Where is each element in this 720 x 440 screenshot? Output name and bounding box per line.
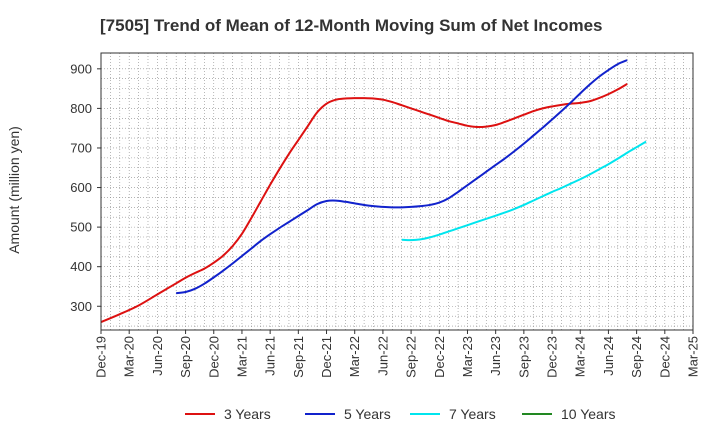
x-tick-label: Mar-24 <box>573 336 588 377</box>
x-tick-label: Sep-20 <box>178 336 193 378</box>
y-axis-ticks: 300 400 500 600 700 800 900 <box>70 61 101 314</box>
y-tick-label: 500 <box>70 220 92 235</box>
legend-label-3-years: 3 Years <box>224 406 271 422</box>
series-layer <box>100 59 647 324</box>
legend-label-10-years: 10 Years <box>561 406 616 422</box>
y-tick-label: 700 <box>70 140 92 155</box>
x-tick-label: Jun-21 <box>263 336 278 376</box>
x-tick-label: Dec-23 <box>545 336 560 378</box>
series-line-3-years <box>100 83 628 324</box>
legend: 3 Years 5 Years 7 Years 10 Years <box>185 406 616 422</box>
x-tick-label: Dec-22 <box>432 336 447 378</box>
plot-frame <box>100 52 694 331</box>
x-tick-label: Sep-24 <box>629 336 644 378</box>
x-axis-ticks: Dec-19 Mar-20 Jun-20 Sep-20 Dec-20 Mar-21 Jun-… <box>94 330 701 378</box>
x-tick-label: Dec-21 <box>319 336 334 378</box>
x-tick-label: Mar-25 <box>686 336 701 377</box>
y-axis-label: Amount (million yen) <box>6 126 22 254</box>
x-tick-label: Jun-24 <box>601 336 616 376</box>
grid-lines <box>100 53 694 330</box>
x-tick-label: Dec-19 <box>94 336 109 378</box>
x-tick-label: Mar-23 <box>460 336 475 377</box>
x-tick-label: Sep-22 <box>404 336 419 378</box>
legend-label-7-years: 7 Years <box>449 406 496 422</box>
y-tick-label: 300 <box>70 299 92 314</box>
series-line-5-years <box>176 59 628 295</box>
x-tick-label: Dec-20 <box>206 336 221 378</box>
x-tick-label: Mar-21 <box>234 336 249 377</box>
x-tick-label: Dec-24 <box>657 336 672 378</box>
series-line-7-years <box>401 140 647 242</box>
x-tick-label: Sep-21 <box>291 336 306 378</box>
y-tick-label: 400 <box>70 259 92 274</box>
y-tick-label: 900 <box>70 61 92 76</box>
x-tick-label: Mar-22 <box>347 336 362 377</box>
x-tick-label: Sep-23 <box>516 336 531 378</box>
chart-title: [7505] Trend of Mean of 12-Month Moving … <box>100 16 603 35</box>
x-tick-label: Jun-20 <box>150 336 165 376</box>
x-tick-label: Jun-23 <box>488 336 503 376</box>
x-tick-label: Mar-20 <box>122 336 137 377</box>
legend-label-5-years: 5 Years <box>344 406 391 422</box>
x-tick-label: Jun-22 <box>375 336 390 376</box>
y-tick-label: 800 <box>70 101 92 116</box>
y-tick-label: 600 <box>70 180 92 195</box>
